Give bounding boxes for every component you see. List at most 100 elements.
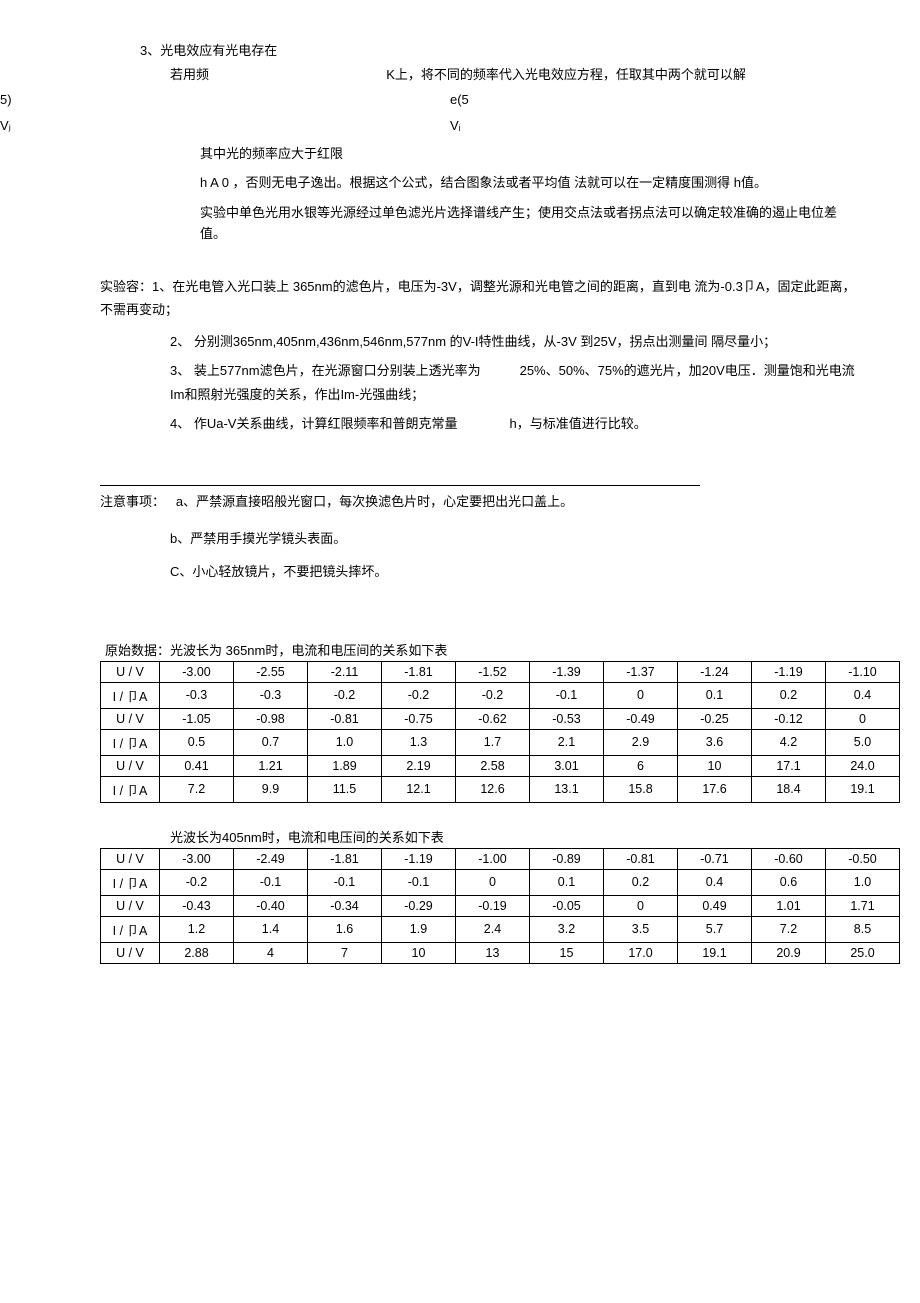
- row-header-cell: U / V: [101, 708, 160, 729]
- notes-label: 注意事项：: [100, 494, 165, 509]
- data-cell: 17.6: [678, 776, 752, 802]
- data-cell: -0.81: [308, 708, 382, 729]
- data-cell: 25.0: [826, 942, 900, 963]
- note-b: b、严禁用手摸光学镜头表面。: [170, 528, 860, 547]
- data-cell: 0: [456, 869, 530, 895]
- data-cell: 4.2: [752, 729, 826, 755]
- data-cell: 1.71: [826, 895, 900, 916]
- data-cell: -0.2: [382, 682, 456, 708]
- data-cell: -0.29: [382, 895, 456, 916]
- data-cell: -0.49: [604, 708, 678, 729]
- exp-item-3: 3、 装上577nm滤色片，在光源窗口分别装上透光率为 25%、50%、75%的…: [170, 359, 860, 406]
- data-cell: -1.81: [382, 661, 456, 682]
- data-cell: -0.1: [308, 869, 382, 895]
- data-cell: 1.01: [752, 895, 826, 916]
- data-cell: 20.9: [752, 942, 826, 963]
- data-cell: -1.81: [308, 848, 382, 869]
- row-header-cell: I / 卩A: [101, 869, 160, 895]
- row-header-cell: U / V: [101, 895, 160, 916]
- section3-title: 3、光电效应有光电存在: [140, 40, 860, 59]
- data-cell: 0: [826, 708, 900, 729]
- table-row: I / 卩A0.50.71.01.31.72.12.93.64.25.0: [101, 729, 900, 755]
- data-cell: 5.0: [826, 729, 900, 755]
- table-row: U / V-0.43-0.40-0.34-0.29-0.19-0.0500.49…: [101, 895, 900, 916]
- row-header-cell: U / V: [101, 942, 160, 963]
- data-cell: 0: [604, 895, 678, 916]
- row-header-cell: I / 卩A: [101, 729, 160, 755]
- note-c: C、小心轻放镜片，不要把镜头摔坏。: [170, 561, 860, 580]
- data-cell: 8.5: [826, 916, 900, 942]
- data-cell: 19.1: [678, 942, 752, 963]
- data-cell: 0.41: [160, 755, 234, 776]
- p1b: K上，将不同的频率代入光电效应方程，任取其中两个就可以解: [386, 67, 746, 82]
- table-row: U / V-1.05-0.98-0.81-0.75-0.62-0.53-0.49…: [101, 708, 900, 729]
- data-cell: 0.1: [530, 869, 604, 895]
- data-cell: 2.4: [456, 916, 530, 942]
- data-cell: 0.7: [234, 729, 308, 755]
- data-cell: -0.1: [234, 869, 308, 895]
- data-cell: 3.01: [530, 755, 604, 776]
- exp-item-2: 2、 分别测365nm,405nm,436nm,546nm,577nm 的V-I…: [170, 330, 860, 353]
- data-cell: 3.5: [604, 916, 678, 942]
- data-cell: -0.71: [678, 848, 752, 869]
- note-a: a、严禁源直接昭般光窗口，每次换滤色片时，心定要把出光口盖上。: [176, 494, 573, 509]
- data-cell: 19.1: [826, 776, 900, 802]
- section3-p4: 实验中单色光用水银等光源经过单色滤光片选择谱线产生；使用交点法或者拐点法可以确定…: [200, 203, 860, 245]
- data-cell: -0.53: [530, 708, 604, 729]
- data-cell: 1.4: [234, 916, 308, 942]
- formula-l1: 5): [0, 92, 12, 107]
- data-cell: -1.19: [382, 848, 456, 869]
- data-cell: 1.6: [308, 916, 382, 942]
- p1a: 若用频: [170, 67, 209, 82]
- data-cell: 15: [530, 942, 604, 963]
- data-cell: -0.19: [456, 895, 530, 916]
- data-cell: 0.1: [678, 682, 752, 708]
- data-cell: -0.34: [308, 895, 382, 916]
- row-header-cell: U / V: [101, 755, 160, 776]
- data-cell: 0: [604, 682, 678, 708]
- row-header-cell: I / 卩A: [101, 916, 160, 942]
- data-cell: 5.7: [678, 916, 752, 942]
- data-cell: -0.98: [234, 708, 308, 729]
- data-cell: -0.2: [308, 682, 382, 708]
- data-cell: -1.24: [678, 661, 752, 682]
- data-cell: 1.2: [160, 916, 234, 942]
- data-cell: -1.00: [456, 848, 530, 869]
- exp-item-4: 4、 作Ua-V关系曲线，计算红限频率和普朗克常量 h，与标准值进行比较。: [170, 412, 860, 435]
- data-cell: 10: [382, 942, 456, 963]
- data-cell: 6: [604, 755, 678, 776]
- data-cell: 0.6: [752, 869, 826, 895]
- data-cell: -0.3: [160, 682, 234, 708]
- data-cell: -0.50: [826, 848, 900, 869]
- data-cell: 0.5: [160, 729, 234, 755]
- data-cell: -0.75: [382, 708, 456, 729]
- section3-p3: h A 0 ，否则无电子逸出。根据这个公式，结合图象法或者平均值 法就可以在一定…: [200, 173, 860, 194]
- data-cell: 7.2: [752, 916, 826, 942]
- data-cell: 1.0: [826, 869, 900, 895]
- data-cell: 2.9: [604, 729, 678, 755]
- data-cell: 2.19: [382, 755, 456, 776]
- notes-line: 注意事项： a、严禁源直接昭般光窗口，每次换滤色片时，心定要把出光口盖上。: [100, 490, 860, 513]
- table-row: U / V2.884710131517.019.120.925.0: [101, 942, 900, 963]
- data-cell: -0.81: [604, 848, 678, 869]
- data-cell: -0.2: [456, 682, 530, 708]
- table-405nm: U / V-3.00-2.49-1.81-1.19-1.00-0.89-0.81…: [100, 848, 900, 964]
- data-cell: 7: [308, 942, 382, 963]
- formula-row-2: Vⱼ Vᵢ: [0, 118, 860, 142]
- experiment-title: 实验容：1、在光电管入光口装上 365nm的滤色片，电压为-3V，调整光源和光电…: [100, 275, 860, 322]
- data-cell: 1.3: [382, 729, 456, 755]
- formula-l2: Vⱼ: [0, 118, 11, 134]
- data-cell: -1.37: [604, 661, 678, 682]
- data-cell: -2.49: [234, 848, 308, 869]
- section3-p1: 若用频 K上，将不同的频率代入光电效应方程，任取其中两个就可以解: [170, 65, 860, 86]
- row-header-cell: I / 卩A: [101, 776, 160, 802]
- data-cell: 13.1: [530, 776, 604, 802]
- data-cell: 17.1: [752, 755, 826, 776]
- table-row: I / 卩A-0.3-0.3-0.2-0.2-0.2-0.100.10.20.4: [101, 682, 900, 708]
- data-cell: 24.0: [826, 755, 900, 776]
- data-cell: 0.2: [604, 869, 678, 895]
- data-cell: -0.1: [382, 869, 456, 895]
- formula-r2: Vᵢ: [450, 118, 461, 133]
- data-cell: -1.39: [530, 661, 604, 682]
- row-header-cell: U / V: [101, 661, 160, 682]
